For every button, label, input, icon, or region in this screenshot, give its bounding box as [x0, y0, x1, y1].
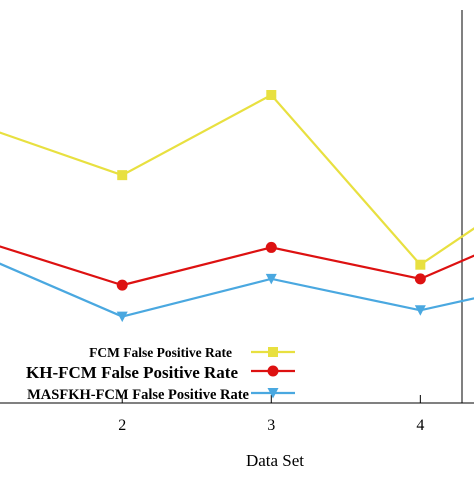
x-tick-label: 2	[118, 417, 126, 434]
legend-item: MASFKH-FCM False Positive Rate	[27, 387, 295, 403]
data-point	[116, 279, 128, 291]
data-point	[414, 273, 426, 285]
legend-marker	[267, 388, 279, 399]
legend-label: FCM False Positive Rate	[89, 345, 232, 360]
legend-item: KH-FCM False Positive Rate	[26, 363, 295, 382]
legend-label: MASFKH-FCM False Positive Rate	[27, 387, 249, 403]
x-tick-label: 4	[416, 417, 424, 434]
data-point	[117, 170, 128, 181]
data-point	[415, 259, 426, 270]
data-point	[265, 273, 277, 285]
series-2	[0, 241, 474, 291]
legend-item: FCM False Positive Rate	[89, 345, 295, 360]
series-1	[0, 90, 474, 270]
legend-label: KH-FCM False Positive Rate	[26, 363, 238, 382]
legend-marker	[267, 365, 279, 377]
x-tick-label: 3	[267, 417, 275, 434]
data-point	[265, 241, 277, 253]
legend-marker	[268, 347, 278, 357]
series-line	[0, 245, 474, 287]
series-line	[0, 93, 474, 267]
data-point	[414, 305, 426, 316]
x-axis-title: Data Set	[246, 451, 304, 470]
series-3	[0, 262, 474, 323]
data-point	[116, 311, 128, 323]
data-point	[266, 90, 277, 100]
series-line	[0, 262, 474, 318]
